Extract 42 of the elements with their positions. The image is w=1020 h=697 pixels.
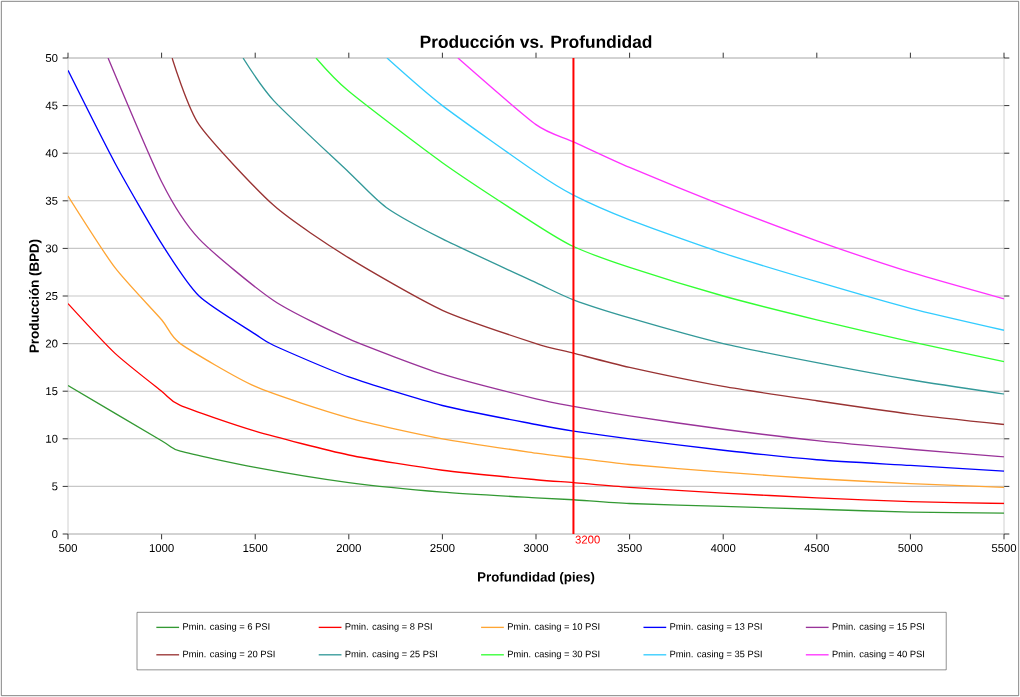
line-series xyxy=(315,58,1004,363)
line-series xyxy=(68,384,1004,514)
line-series xyxy=(68,195,1004,489)
y-tick-label: 0 xyxy=(52,530,58,539)
x-tick-label: 4000 xyxy=(710,544,736,553)
line-series xyxy=(457,58,1004,300)
x-tick-label: 1500 xyxy=(243,544,268,553)
legend-label: Pmin. casing = 8 PSI xyxy=(345,623,432,632)
legend-label: Pmin. casing = 20 PSI xyxy=(183,650,275,660)
legend-label: Pmin. casing = 13 PSI xyxy=(670,623,762,632)
x-tick-label: 500 xyxy=(59,544,78,553)
x-tick-label: 4500 xyxy=(804,544,829,553)
legend-label: Pmin. casing = 6 PSI xyxy=(183,623,270,632)
x-axis-title: Profundidad (pies) xyxy=(478,571,595,585)
line-series xyxy=(386,58,1004,331)
x-tick-label: 2500 xyxy=(430,544,455,553)
x-tick-label: 2000 xyxy=(336,544,361,553)
x-tick-label: 3000 xyxy=(523,544,549,553)
legend-label: Pmin. casing = 15 PSI xyxy=(832,623,925,632)
y-tick-label: 35 xyxy=(45,196,58,205)
y-tick-label: 15 xyxy=(46,387,58,396)
chart-title: Producción vs. Profundidad xyxy=(420,35,652,48)
legend-label: Pmin. casing = 30 PSI xyxy=(507,650,600,660)
y-tick-label: 45 xyxy=(45,101,58,110)
x-tick-label: 3500 xyxy=(617,544,642,553)
y-tick-label: 50 xyxy=(45,54,58,63)
y-tick-label: 30 xyxy=(45,244,58,253)
y-axis-title: Producción (BPD) xyxy=(28,239,42,353)
legend-label: Pmin. casing = 35 PSI xyxy=(670,650,762,660)
legend-label: Pmin. casing = 40 PSI xyxy=(832,650,925,660)
legend-label: Pmin. casing = 25 PSI xyxy=(345,650,437,660)
x-tick-label: 5500 xyxy=(991,544,1017,553)
y-tick-label: 25 xyxy=(45,292,58,301)
line-series xyxy=(242,58,1004,395)
y-tick-label: 40 xyxy=(45,149,58,158)
legend-label: Pmin. casing = 10 PSI xyxy=(507,623,600,632)
y-tick-label: 5 xyxy=(52,482,58,491)
x-tick-label: 1000 xyxy=(149,544,174,553)
ref-line-label: 3200 xyxy=(575,535,600,544)
y-tick-label: 10 xyxy=(46,434,58,443)
x-tick-label: 5000 xyxy=(898,544,923,553)
y-tick-label: 20 xyxy=(45,339,58,348)
